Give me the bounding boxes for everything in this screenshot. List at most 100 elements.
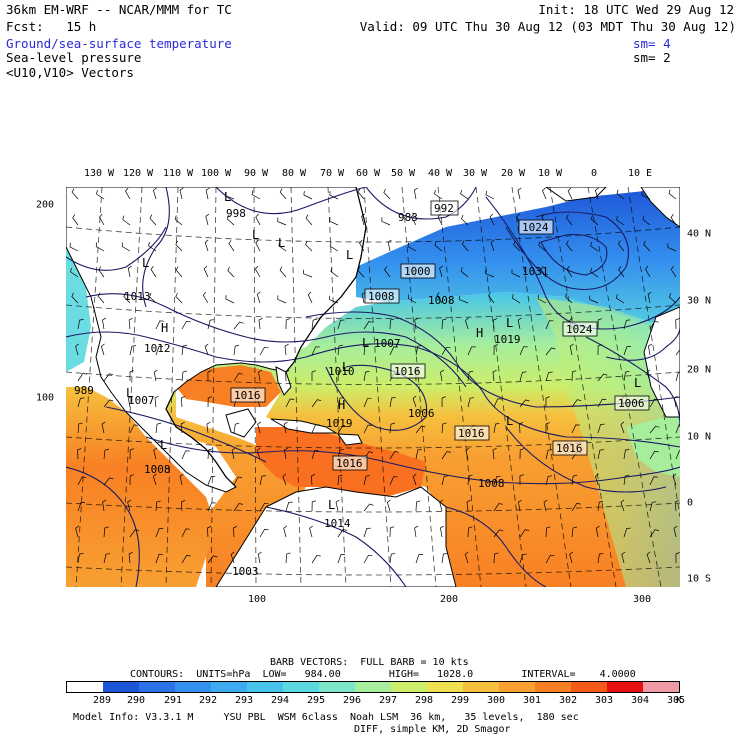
wind-barb (77, 397, 85, 408)
wind-barb (589, 295, 599, 304)
colorbar-segment (427, 682, 463, 692)
wind-barb (571, 399, 582, 408)
wind-barb (649, 398, 659, 408)
sst-east-atlantic (536, 297, 680, 587)
longitude-label: 80 W (281, 168, 307, 179)
wind-barb (303, 190, 313, 200)
wind-barb (673, 395, 678, 408)
wind-barb (465, 447, 470, 460)
wind-barb (670, 265, 677, 278)
wind-barb (129, 345, 137, 356)
wind-barb (493, 503, 503, 512)
wind-barb (597, 318, 603, 330)
wind-barb (202, 291, 209, 304)
low-pressure-marker: L (346, 248, 353, 262)
wind-barb (649, 425, 660, 434)
model-info-diffusion: DIFF, simple KM, 2D Smagor (354, 724, 511, 735)
longitude-label: 20 W (500, 168, 526, 179)
wind-barb (675, 371, 680, 382)
init-time: Init: 18 UTC Wed 29 Aug 12 (538, 2, 734, 17)
pressure-label-box (230, 387, 266, 403)
pressure-label: 1016 (394, 365, 421, 378)
wind-barb (259, 475, 266, 486)
wind-barb (616, 189, 625, 200)
wind-barb (278, 241, 287, 252)
wind-barb (571, 424, 580, 434)
wind-barb (95, 242, 105, 252)
sst-colorbar (66, 681, 680, 693)
weather-map[interactable]: 998 983 992 1024 1000 1031 1008 1008 1013 1024 101… (66, 187, 680, 587)
wind-barb (673, 525, 678, 538)
colorbar-segment (571, 682, 607, 692)
wind-barb (207, 502, 216, 512)
wind-barb (519, 529, 530, 538)
pressure-label-box (390, 363, 426, 379)
wind-barb (305, 240, 313, 252)
wind-barb (305, 214, 313, 226)
wind-barb (519, 399, 530, 408)
colorbar-tick-label: 297 (378, 695, 398, 706)
wind-barb (311, 473, 316, 486)
pressure-label: 1007 (374, 337, 401, 350)
wind-barb (204, 239, 209, 252)
colorbar-tick-label: 292 (198, 695, 218, 706)
wind-barb (415, 500, 421, 512)
wind-barb (357, 266, 365, 278)
colorbar-tick-label: 302 (558, 695, 578, 706)
wind-barb (337, 319, 345, 330)
wind-barb (440, 525, 444, 538)
wind-barb (233, 476, 243, 486)
wind-barb (233, 503, 243, 512)
wind-barb (648, 343, 653, 356)
wind-barb (467, 526, 473, 538)
field-sst-label: Ground/sea-surface temperature (6, 36, 232, 51)
wind-barb (181, 320, 191, 330)
wind-barb (103, 526, 109, 538)
colorbar-segment (463, 682, 499, 692)
wind-barb (389, 552, 396, 564)
wind-barb (623, 346, 632, 356)
longitude-label: 10 W (537, 168, 563, 179)
wind-barb (100, 343, 105, 356)
wind-barb (149, 214, 157, 226)
model-info: Model Info: V3.3.1 M YSU PBL WSM 6class … (73, 712, 579, 723)
wind-barb (537, 294, 547, 304)
wind-barb (255, 239, 261, 252)
pressure-label: 1019 (326, 417, 353, 430)
low-pressure-marker: L (142, 256, 149, 270)
wind-barb (672, 473, 677, 486)
wind-barb (123, 292, 131, 304)
wind-barb (77, 373, 87, 382)
wind-barb (148, 241, 157, 252)
wind-barb (179, 473, 184, 486)
wind-barb (381, 217, 391, 226)
field-sst-smoothing: sm= 4 (633, 36, 671, 51)
colorbar-segment (319, 682, 355, 692)
grid-y-label: 100 (36, 392, 55, 404)
latitude-label: 0 (687, 497, 694, 509)
wind-barb (564, 292, 573, 304)
wind-barb (519, 448, 525, 460)
colorbar-tick-label: 290 (126, 695, 146, 706)
wind-barb (597, 423, 605, 434)
wind-barb (226, 215, 235, 226)
pressure-label: 1016 (458, 427, 485, 440)
wind-barb (155, 422, 162, 434)
wind-barb (436, 292, 443, 304)
wind-barb (153, 369, 158, 382)
wind-barb (597, 344, 603, 356)
hispaniola (336, 433, 363, 446)
wind-barb (616, 294, 625, 304)
latitude-label: 10 N (687, 431, 712, 443)
pressure-label-box (332, 455, 368, 471)
wind-barb (363, 321, 373, 330)
wind-barb (181, 344, 188, 356)
wind-barb (389, 451, 399, 460)
wind-barb (225, 191, 235, 200)
colorbar-tick-label: 303 (594, 695, 614, 706)
wind-barb (231, 447, 236, 460)
pressure-label: 1019 (494, 333, 521, 346)
wind-barb (77, 319, 84, 330)
wind-barb (441, 396, 446, 408)
low-pressure-marker: L (224, 190, 231, 204)
